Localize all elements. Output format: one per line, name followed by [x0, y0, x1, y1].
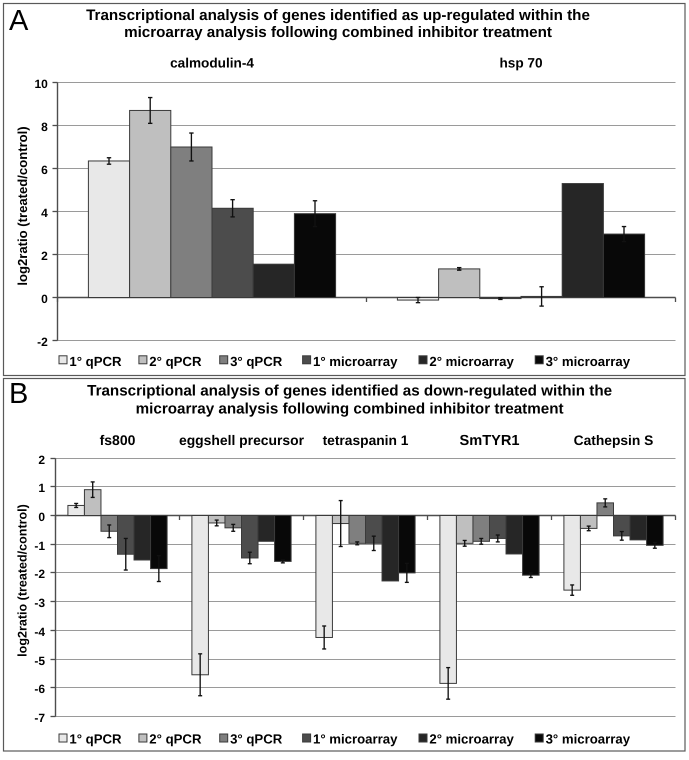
svg-text:10: 10: [34, 77, 48, 91]
svg-text:2° microarray: 2° microarray: [429, 354, 514, 369]
svg-text:tetraspanin 1: tetraspanin 1: [323, 433, 409, 448]
svg-text:-7: -7: [34, 711, 45, 725]
svg-text:eggshell precursor: eggshell precursor: [179, 432, 305, 448]
svg-text:0: 0: [38, 510, 45, 524]
svg-text:-6: -6: [34, 682, 45, 696]
svg-text:3° microarray: 3° microarray: [546, 731, 631, 746]
svg-text:fs800: fs800: [100, 432, 136, 448]
svg-text:microarray analysis following: microarray analysis following combined i…: [124, 24, 552, 41]
svg-text:1° qPCR: 1° qPCR: [69, 731, 122, 746]
svg-text:-3: -3: [34, 596, 45, 610]
svg-text:3° qPCR: 3° qPCR: [230, 731, 283, 746]
svg-text:SmTYR1: SmTYR1: [459, 433, 519, 449]
svg-text:4: 4: [41, 206, 48, 220]
svg-text:2: 2: [38, 453, 45, 467]
svg-text:1° microarray: 1° microarray: [313, 731, 398, 746]
svg-text:2° qPCR: 2° qPCR: [149, 354, 202, 369]
svg-text:B: B: [9, 378, 28, 410]
svg-text:1° qPCR: 1° qPCR: [69, 354, 122, 369]
svg-text:2: 2: [41, 249, 48, 263]
svg-text:1° microarray: 1° microarray: [313, 354, 398, 369]
svg-text:microarray analysis following: microarray analysis following combined i…: [136, 400, 564, 417]
svg-text:6: 6: [41, 163, 48, 177]
svg-text:2° qPCR: 2° qPCR: [149, 731, 202, 746]
svg-text:1: 1: [38, 481, 45, 495]
svg-text:-1: -1: [34, 539, 45, 553]
svg-text:Transcriptional analysis of ge: Transcriptional analysis of genes identi…: [87, 383, 612, 400]
svg-text:8: 8: [41, 120, 48, 134]
svg-text:-2: -2: [37, 335, 48, 349]
svg-text:hsp 70: hsp 70: [499, 56, 542, 71]
svg-text:A: A: [9, 5, 29, 37]
svg-text:log2ratio (treated/control): log2ratio (treated/control): [15, 126, 30, 285]
svg-text:Cathepsin S: Cathepsin S: [574, 433, 654, 448]
svg-text:-4: -4: [34, 625, 45, 639]
svg-text:3° microarray: 3° microarray: [546, 354, 631, 369]
svg-text:log2ratio (treated/control): log2ratio (treated/control): [16, 504, 30, 657]
svg-text:calmodulin-4: calmodulin-4: [170, 56, 254, 71]
svg-text:2° microarray: 2° microarray: [429, 731, 514, 746]
svg-text:-2: -2: [34, 567, 45, 581]
svg-text:0: 0: [41, 292, 48, 306]
svg-text:Transcriptional analysis of ge: Transcriptional analysis of genes identi…: [86, 7, 590, 24]
svg-text:3° qPCR: 3° qPCR: [230, 354, 283, 369]
svg-text:-5: -5: [34, 654, 45, 668]
